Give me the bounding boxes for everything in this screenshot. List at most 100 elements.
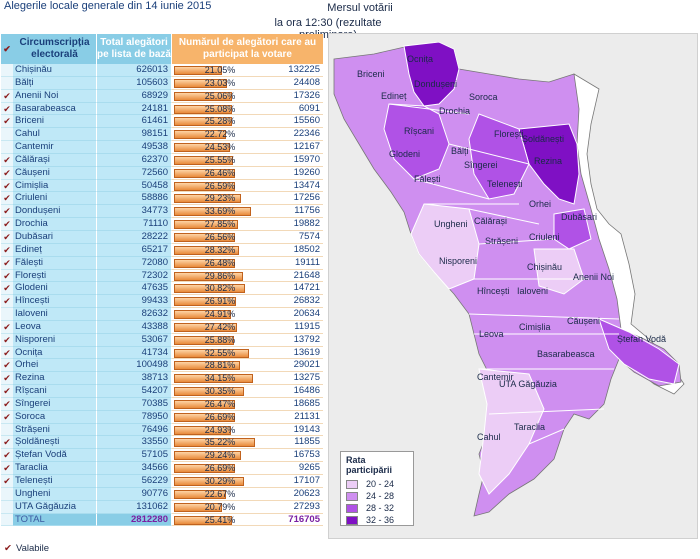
turnout-bar-fill [174, 374, 253, 384]
district-name: Briceni [13, 115, 97, 129]
participant-count: 13619 [268, 346, 323, 360]
turnout-bar: 25.08% [172, 102, 268, 116]
district-name: Rezina [13, 372, 97, 386]
base-count: 38713 [97, 372, 172, 386]
participant-count: 20623 [268, 487, 323, 501]
legend-label: 32 - 36 [366, 515, 395, 525]
valid-cell [1, 423, 13, 437]
valid-cell: ✔ [1, 269, 13, 283]
table-row: ✔ Dondușeni 34773 33.69% 11756 [1, 205, 323, 219]
base-count: 98151 [97, 128, 172, 142]
map-label: Taraclia [514, 422, 546, 432]
base-count: 70385 [97, 397, 172, 411]
table-row: ✔ Orhei 100498 28.81% 29021 [1, 359, 323, 373]
checkmark-icon: ✔ [3, 154, 11, 165]
district-name: Edineț [13, 243, 97, 257]
turnout-bar-fill [174, 412, 235, 422]
turnout-bar: 34.15% [172, 372, 268, 386]
legend-label: 20 - 24 [366, 479, 395, 489]
participant-count: 13792 [268, 333, 323, 347]
table-row: ✔ Călărași 62370 25.55% 15970 [1, 153, 323, 167]
valid-cell: ✔ [1, 218, 13, 231]
turnout-bar-fill [174, 207, 251, 217]
district-name: Anenii Noi [13, 89, 97, 103]
turnout-bar-fill [174, 117, 232, 127]
valid-cell: ✔ [1, 282, 13, 296]
base-count: 90776 [97, 487, 172, 501]
turnout-bar-fill [174, 271, 243, 281]
map-label: Călărași [474, 216, 508, 226]
legend-items: 20 - 24 24 - 28 28 - 32 32 - 36 [346, 478, 408, 526]
base-count: 53067 [97, 333, 172, 347]
valid-cell: ✔ [1, 153, 13, 167]
valid-cell [1, 76, 13, 90]
turnout-bar: 26.48% [172, 256, 268, 270]
district-name: Hîncești [13, 295, 97, 309]
base-count: 626013 [97, 64, 172, 77]
map-label: Ialoveni [517, 286, 549, 296]
checkmark-icon: ✔ [3, 476, 11, 486]
borders [388, 103, 620, 445]
legend-item: 32 - 36 [346, 514, 408, 526]
participant-count: 18502 [268, 243, 323, 257]
table-row: ✔ Drochia 71110 27.85% 19882 [1, 218, 323, 231]
total-row: TOTAL 2812280 25.41% 716705 [1, 513, 323, 527]
turnout-percent: 26.69% [204, 411, 236, 422]
turnout-bar-fill [174, 168, 235, 178]
criuleni-mid-region [553, 208, 592, 250]
valid-cell: ✔ [1, 385, 13, 398]
checkmark-icon: ✔ [3, 283, 11, 294]
map-label: Fălești [414, 174, 441, 184]
valid-cell: ✔ [1, 166, 13, 180]
district-name: Taraclia [13, 462, 97, 475]
base-count: 47635 [97, 282, 172, 296]
turnout-percent: 26.47% [204, 398, 236, 409]
turnout-bar-fill [174, 477, 244, 486]
participant-count: 16753 [268, 449, 323, 463]
turnout-bar: 25.41% [172, 513, 268, 527]
participant-count: 17256 [268, 192, 323, 206]
table-row: ✔ Hîncești 99433 26.91% 26832 [1, 295, 323, 309]
turnout-bar-fill [174, 335, 234, 345]
base-count: 131062 [97, 500, 172, 514]
turnout-bar-fill [174, 348, 249, 358]
legend-label: 24 - 28 [366, 491, 395, 501]
participant-count: 24408 [268, 76, 323, 90]
base-count: 34566 [97, 462, 172, 475]
map-label: Sîngerei [464, 160, 498, 170]
base-count: 76496 [97, 423, 172, 437]
table-body: Chișinău 626013 21.05% 132225 Bălți 105603 23.… [1, 64, 323, 527]
turnout-bar: 26.69% [172, 462, 268, 475]
table-row: ✔ Anenii Noi 68929 25.06% 17326 [1, 89, 323, 103]
table-row: ✔ Nisporeni 53067 25.88% 13792 [1, 333, 323, 347]
district-name: Leova [13, 320, 97, 334]
map-label: Orhei [529, 199, 552, 209]
capital-light-region [533, 248, 585, 295]
table-row: ✔ Șoldănești 33550 35.22% 11855 [1, 436, 323, 450]
turnout-percent: 26.59% [204, 180, 236, 191]
map-label: Soroca [469, 92, 498, 102]
table-row: ✔ Taraclia 34566 26.69% 9265 [1, 462, 323, 475]
turnout-bar: 25.06% [172, 89, 268, 103]
district-name: Criuleni [13, 192, 97, 206]
turnout-percent: 24.93% [204, 424, 236, 435]
turnout-percent: 32.55% [204, 347, 236, 358]
district-name: Ocnița [13, 346, 97, 360]
turnout-percent: 23.03% [204, 77, 236, 88]
table-row: ✔ Basarabeasca 24181 25.08% 6091 [1, 102, 323, 116]
header-district: Circumscripția electorală [13, 34, 97, 64]
map-label: Glodeni [389, 149, 421, 159]
turnout-bar: 26.69% [172, 410, 268, 424]
turnout-bar-fill [174, 194, 241, 204]
district-name: Cimișlia [13, 179, 97, 193]
table-row: ✔ Criuleni 58886 29.23% 17256 [1, 192, 323, 206]
base-count: 41734 [97, 346, 172, 360]
participant-count: 19111 [268, 256, 323, 270]
turnout-bar: 30.29% [172, 475, 268, 488]
district-name: Ungheni [13, 487, 97, 501]
district-name: Șoldănești [13, 436, 97, 450]
turnout-bar-fill [174, 464, 235, 474]
map-label: Șoldănești [522, 134, 565, 144]
turnout-percent: 28.32% [204, 244, 236, 255]
checkmark-icon: ✔ [3, 334, 11, 345]
